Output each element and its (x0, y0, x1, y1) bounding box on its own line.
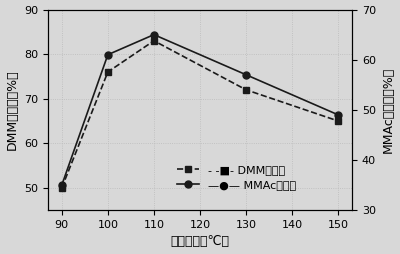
Y-axis label: DMM转化率（%）: DMM转化率（%） (6, 70, 18, 150)
Legend: - -■- DMM转化率, —●— MMAc选择性: - -■- DMM转化率, —●— MMAc选择性 (172, 160, 300, 195)
Y-axis label: MMAc选择性（%）: MMAc选择性（%） (382, 67, 394, 153)
X-axis label: 处理温度（℃）: 处理温度（℃） (170, 235, 230, 248)
